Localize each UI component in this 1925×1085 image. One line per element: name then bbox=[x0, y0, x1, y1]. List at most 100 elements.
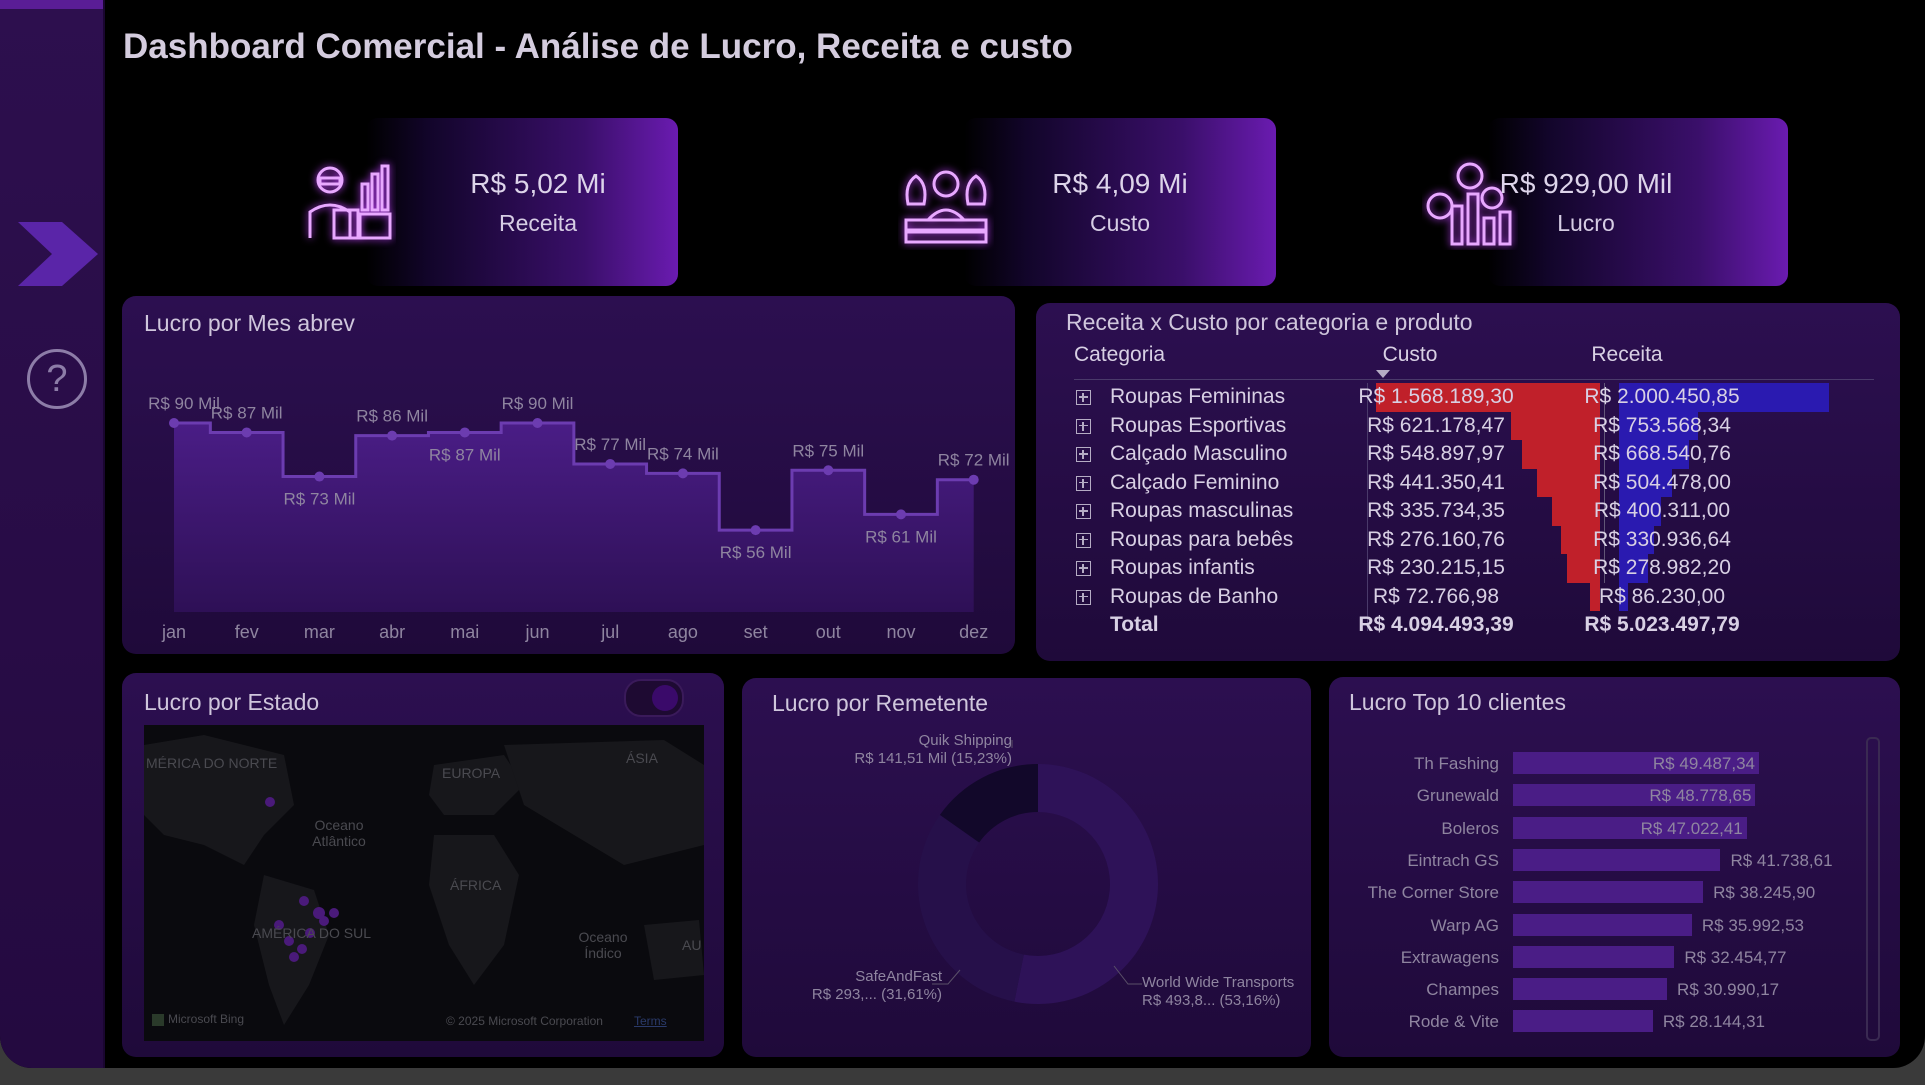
row-categoria[interactable]: Roupas Esportivas bbox=[1110, 413, 1287, 437]
col-divider bbox=[1604, 383, 1605, 583]
panel-lucro-remetente[interactable]: Lucro por Remetente Quik Shipping R$ 141… bbox=[742, 678, 1311, 1057]
donut-slice bbox=[918, 814, 1024, 1002]
expand-icon[interactable] bbox=[1076, 589, 1091, 605]
row-receita: R$ 278.982,20 bbox=[1593, 556, 1731, 579]
custo-bar bbox=[1560, 525, 1600, 554]
data-label: R$ 87 Mil bbox=[429, 445, 501, 464]
map-copyright: © 2025 Microsoft Corporation bbox=[446, 1014, 603, 1028]
col-divider bbox=[1367, 383, 1368, 631]
chevron-right-icon[interactable] bbox=[18, 222, 98, 286]
slice-value: R$ 141,51 Mil (15,23%) bbox=[854, 750, 1012, 767]
data-label: R$ 86 Mil bbox=[356, 407, 428, 426]
custo-bar bbox=[1589, 582, 1600, 611]
expand-icon[interactable] bbox=[1076, 418, 1091, 434]
bar[interactable] bbox=[1513, 784, 1756, 807]
total-custo: R$ 4.094.493,39 bbox=[1358, 613, 1514, 636]
data-point bbox=[823, 465, 834, 476]
bar-category-label: Warp AG bbox=[1430, 915, 1499, 935]
row-custo: R$ 72.766,98 bbox=[1372, 584, 1500, 608]
kpi-value: R$ 4,09 Mi bbox=[1052, 168, 1188, 199]
row-categoria[interactable]: Roupas Femininas bbox=[1110, 385, 1286, 408]
data-point bbox=[677, 468, 688, 479]
remetente-donut-chart[interactable] bbox=[742, 678, 1311, 1057]
x-tick-label: jun bbox=[524, 622, 549, 642]
series-line bbox=[174, 421, 974, 532]
bar-category-label: Eintrach GS bbox=[1407, 850, 1499, 870]
row-receita: R$ 400.311,00 bbox=[1593, 499, 1731, 522]
bar[interactable] bbox=[1513, 816, 1747, 839]
question-circle-icon[interactable]: ? bbox=[27, 349, 87, 409]
expand-icon[interactable] bbox=[1076, 475, 1091, 491]
expand-icon[interactable] bbox=[1076, 532, 1091, 548]
row-categoria[interactable]: Roupas masculinas bbox=[1110, 499, 1294, 522]
kpi-card-receita[interactable]: R$ 5,02 Mi Receita bbox=[308, 118, 678, 286]
bar[interactable] bbox=[1513, 848, 1721, 871]
map-terms-link[interactable]: Terms bbox=[634, 1014, 667, 1028]
expand-icon[interactable] bbox=[1076, 561, 1091, 576]
panel-lucro-mes[interactable]: Lucro por Mes abrev R$ 90 Mil jan R$ 87 Mi… bbox=[122, 296, 1015, 654]
bar-category-label: Rode & Vite bbox=[1408, 1012, 1499, 1032]
row-categoria[interactable]: Roupas de Banho bbox=[1110, 584, 1279, 608]
bar-category-label: Champes bbox=[1426, 980, 1499, 1000]
panel-title: Lucro por Remetente bbox=[772, 690, 989, 716]
map-label: ÁFRICA bbox=[450, 877, 502, 893]
map-label: ÁSIA bbox=[626, 750, 658, 766]
data-point bbox=[750, 525, 761, 536]
map-area[interactable]: MÉRICA DO NORTE EUROPA ÁSIA Oceano Atlân… bbox=[144, 725, 704, 1041]
bar[interactable] bbox=[1513, 978, 1668, 1001]
row-custo: R$ 441.350,41 bbox=[1367, 470, 1505, 494]
receita-bar bbox=[1619, 582, 1629, 611]
row-receita: R$ 330.936,64 bbox=[1593, 527, 1731, 551]
row-categoria[interactable]: Calçado Masculino bbox=[1110, 442, 1288, 465]
row-receita: R$ 753.568,34 bbox=[1593, 413, 1731, 437]
slice-name: Quik Shipping bbox=[918, 732, 1012, 749]
expand-icon[interactable] bbox=[1076, 447, 1091, 462]
bar[interactable] bbox=[1513, 945, 1675, 968]
bar-value-label: R$ 30.990,17 bbox=[1677, 980, 1780, 1000]
panel-title: Lucro por Estado bbox=[144, 689, 320, 715]
expand-icon[interactable] bbox=[1076, 390, 1091, 405]
bar[interactable] bbox=[1513, 752, 1759, 774]
lucro-mes-chart[interactable]: R$ 90 Mil jan R$ 87 Mil fev R$ 73 Mil mar R$ 8… bbox=[122, 296, 1015, 654]
panel-title: Receita x Custo por categoria e produto bbox=[1066, 309, 1473, 335]
data-label: R$ 90 Mil bbox=[148, 394, 220, 413]
row-custo: R$ 276.160,76 bbox=[1367, 527, 1505, 551]
slice-name: SafeAndFast bbox=[855, 968, 942, 985]
area-fill bbox=[174, 423, 974, 612]
row-categoria[interactable]: Calçado Feminino bbox=[1110, 470, 1280, 494]
kpi-card-lucro[interactable]: R$ 929,00 Mil Lucro bbox=[1426, 118, 1788, 286]
data-label: R$ 73 Mil bbox=[283, 490, 355, 509]
bar[interactable] bbox=[1513, 881, 1704, 904]
leader-line bbox=[932, 969, 961, 985]
map-toggle[interactable] bbox=[624, 679, 684, 717]
data-point bbox=[605, 458, 616, 469]
kpi-card-custo[interactable]: R$ 4,09 Mi Custo bbox=[904, 118, 1276, 286]
panel-top-clientes[interactable]: Lucro Top 10 clientes Th Fashing R$ 49.48… bbox=[1329, 677, 1900, 1057]
receita-bar bbox=[1619, 468, 1672, 497]
expand-icon[interactable] bbox=[1076, 504, 1091, 519]
slice-value: R$ 293,... (31,61%) bbox=[811, 986, 942, 1003]
data-point bbox=[169, 418, 179, 428]
panel-receita-custo[interactable]: Receita x Custo por categoria e produto … bbox=[1036, 303, 1900, 661]
kpi-value: R$ 5,02 Mi bbox=[470, 168, 606, 199]
col-header-custo: Custo bbox=[1382, 343, 1438, 366]
total-label: Total bbox=[1110, 613, 1159, 636]
bar[interactable] bbox=[1513, 913, 1692, 936]
bar[interactable] bbox=[1513, 1010, 1653, 1033]
map-attribution: Microsoft Bing bbox=[168, 1012, 245, 1026]
toggle-knob bbox=[652, 685, 678, 711]
panel-title: Lucro por Mes abrev bbox=[144, 310, 355, 336]
row-categoria[interactable]: Roupas infantis bbox=[1110, 556, 1255, 579]
sidebar-accent bbox=[0, 0, 103, 9]
scrollbar[interactable] bbox=[1866, 737, 1880, 1041]
row-receita: R$ 504.478,00 bbox=[1593, 470, 1731, 494]
data-label: R$ 61 Mil bbox=[865, 527, 937, 546]
bar-value-label: R$ 47.022,41 bbox=[1640, 818, 1743, 838]
receita-bar bbox=[1619, 554, 1649, 583]
data-label: R$ 90 Mil bbox=[502, 394, 574, 413]
panel-lucro-estado[interactable]: Lucro por Estado bbox=[122, 673, 724, 1057]
row-categoria[interactable]: Roupas para bebês bbox=[1110, 527, 1294, 551]
row-custo: R$ 1.568.189,30 bbox=[1358, 385, 1514, 408]
map-label: AU bbox=[682, 937, 702, 953]
